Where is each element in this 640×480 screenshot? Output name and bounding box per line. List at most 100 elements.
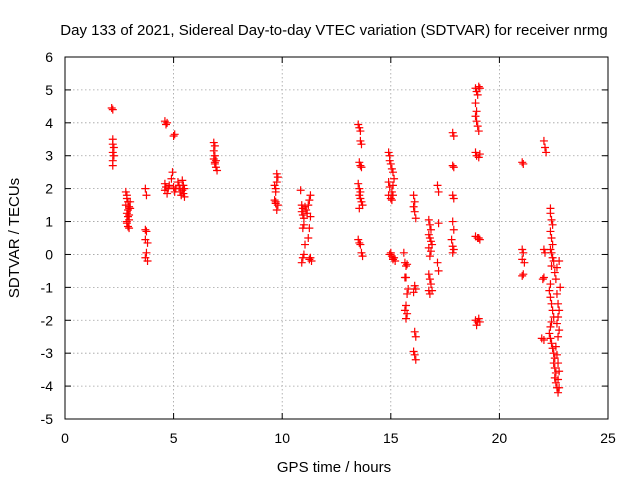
data-point: [551, 275, 560, 284]
data-point: [547, 261, 556, 270]
grid-lines: [65, 57, 608, 419]
data-point: [356, 240, 365, 249]
data-point: [109, 151, 118, 160]
axis-ticks: [64, 56, 609, 420]
data-point: [471, 112, 480, 121]
data-point: [554, 359, 563, 368]
data-point: [403, 260, 412, 269]
y-tick-label: 2: [45, 181, 53, 197]
data-point: [386, 248, 395, 257]
data-point: [390, 253, 399, 262]
data-point: [210, 158, 219, 167]
data-point: [210, 141, 219, 150]
data-point: [209, 138, 218, 147]
data-point: [550, 268, 559, 277]
data-point: [143, 238, 152, 247]
y-tick-label: 3: [45, 148, 53, 164]
data-point: [354, 235, 363, 244]
data-point: [555, 326, 564, 335]
y-tick-label: -5: [41, 411, 54, 427]
data-point: [304, 201, 313, 210]
data-point: [556, 283, 565, 292]
data-point: [125, 210, 134, 219]
data-point: [169, 131, 178, 140]
data-point: [518, 158, 527, 167]
data-point: [271, 187, 280, 196]
data-point: [552, 289, 561, 298]
data-point: [306, 253, 315, 262]
data-point: [409, 202, 418, 211]
data-point: [296, 186, 305, 195]
data-point: [472, 107, 481, 116]
data-point: [425, 234, 434, 242]
data-point: [385, 250, 394, 259]
data-point: [357, 197, 366, 206]
data-point: [355, 123, 364, 132]
data-point: [402, 301, 411, 310]
data-point: [163, 189, 172, 198]
data-point: [167, 174, 176, 183]
data-point: [173, 178, 182, 187]
data-point: [410, 281, 419, 290]
y-tick-label: -2: [41, 312, 54, 328]
data-point: [552, 263, 561, 272]
data-point: [141, 225, 150, 234]
data-point: [299, 250, 308, 259]
data-point: [542, 148, 551, 157]
data-point: [424, 215, 433, 224]
data-point: [121, 187, 130, 196]
data-point: [400, 273, 409, 282]
data-point: [404, 285, 413, 294]
data-point: [387, 187, 396, 196]
y-axis-tick-labels: -5 -4 -3 -2 -1 0 1 2 3 4 5 6: [41, 49, 54, 427]
data-point: [271, 197, 280, 206]
data-point: [410, 327, 419, 336]
y-tick-label: 6: [45, 49, 53, 65]
data-point: [448, 191, 457, 200]
y-tick-label: 5: [45, 82, 53, 98]
data-point: [554, 388, 563, 397]
data-point: [548, 220, 557, 229]
y-tick-label: -4: [41, 378, 54, 394]
x-tick-label: 10: [274, 430, 290, 446]
data-point: [546, 209, 555, 218]
data-point: [471, 99, 480, 108]
data-point: [537, 334, 546, 343]
data-point: [410, 197, 419, 206]
data-point: [475, 235, 484, 244]
data-point: [179, 189, 188, 198]
x-tick-label: 0: [61, 430, 69, 446]
data-point: [554, 312, 563, 321]
data-point: [356, 161, 365, 170]
data-point: [411, 285, 420, 294]
data-point: [108, 105, 117, 114]
data-point: [551, 342, 560, 351]
data-point: [434, 266, 443, 275]
data-point: [448, 248, 457, 257]
data-point: [434, 219, 443, 228]
data-point: [122, 217, 131, 226]
data-point: [411, 355, 420, 364]
data-point: [433, 181, 442, 190]
data-point: [475, 317, 484, 326]
data-point: [539, 136, 548, 145]
data-point: [547, 339, 556, 348]
data-point: [390, 174, 399, 183]
data-point: [518, 271, 527, 280]
data-point: [546, 334, 555, 343]
data-point: [355, 238, 364, 247]
data-point: [123, 212, 132, 221]
data-point: [403, 289, 412, 298]
data-point: [305, 196, 314, 205]
y-tick-label: 0: [45, 246, 53, 262]
data-point: [306, 191, 315, 200]
data-point: [449, 225, 458, 234]
data-point: [301, 240, 310, 249]
x-tick-label: 5: [170, 430, 178, 446]
data-point: [164, 184, 173, 193]
data-point: [539, 273, 548, 282]
data-point: [425, 252, 434, 261]
data-point: [355, 158, 364, 167]
data-point: [169, 182, 178, 191]
data-point: [142, 227, 151, 236]
